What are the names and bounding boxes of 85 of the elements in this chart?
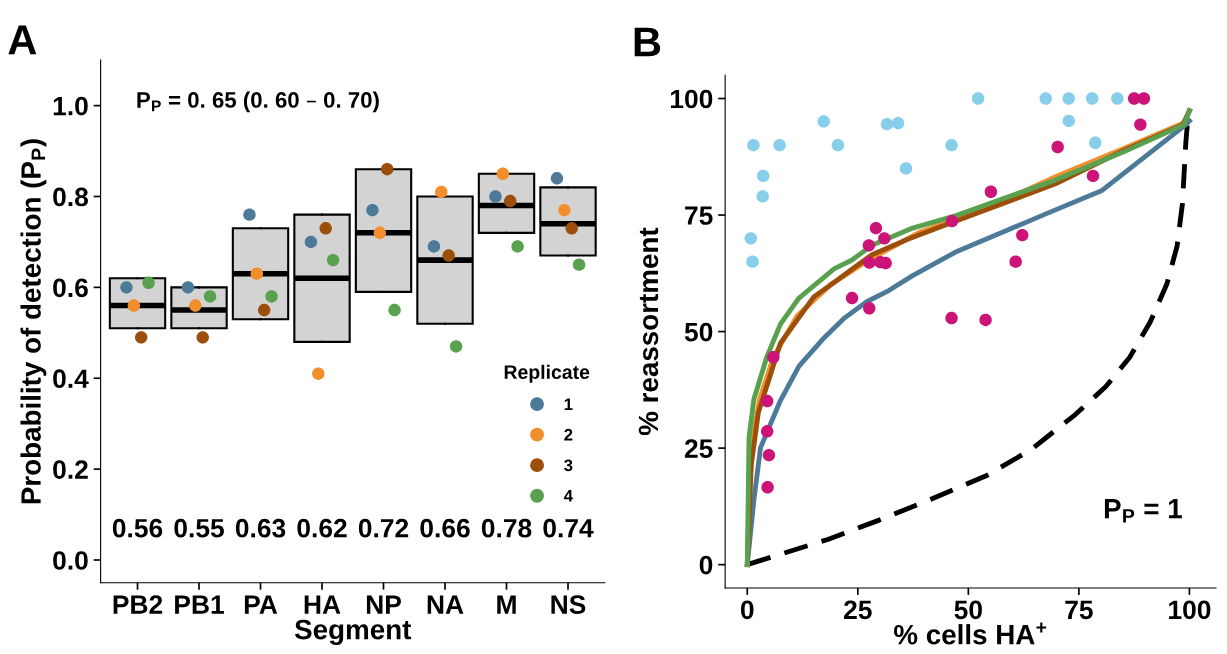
x-tick-label: HA <box>304 595 341 614</box>
point <box>979 313 992 327</box>
x-tick-label: PB1 <box>175 595 224 614</box>
legend-label: 2 <box>564 428 573 441</box>
point <box>773 138 786 152</box>
point <box>1086 169 1100 183</box>
point <box>862 239 876 252</box>
x-tick-label: PB2 <box>113 595 163 614</box>
point <box>863 256 876 269</box>
point <box>1016 228 1029 242</box>
point <box>1062 92 1075 105</box>
point <box>1085 92 1099 105</box>
point <box>744 232 758 245</box>
x-tick-label: PA <box>244 595 278 614</box>
y-tick-label: 25 <box>684 439 713 458</box>
point <box>945 138 958 152</box>
point <box>880 117 894 131</box>
legend-label: 1 <box>564 398 573 410</box>
x-tick-label: 75 <box>1065 600 1093 620</box>
x-tick-label: 50 <box>954 600 982 620</box>
point <box>845 291 859 305</box>
y-tick-label: 75 <box>685 206 713 225</box>
x-tick-label: 25 <box>844 600 872 620</box>
point <box>817 115 830 128</box>
point <box>1089 136 1102 150</box>
y-axis-title: % reassortment <box>638 227 659 436</box>
point <box>1137 92 1151 105</box>
point <box>756 169 770 183</box>
point <box>756 190 769 203</box>
annotation: 0.72 <box>358 518 409 538</box>
point <box>762 448 776 462</box>
point <box>971 92 985 105</box>
x-tick-label: NA <box>427 595 464 614</box>
y-tick-label: 50 <box>684 322 713 342</box>
y-tick-label: 0.2 <box>53 460 88 479</box>
y-tick-label: 100 <box>670 89 713 109</box>
x-axis-title: Segment <box>294 619 412 646</box>
legend-label: 3 <box>564 459 573 472</box>
point <box>945 214 959 228</box>
point <box>899 162 913 175</box>
point <box>747 138 760 152</box>
x-tick-label: NS <box>551 595 586 614</box>
point <box>891 117 905 130</box>
annotation: 0.56 <box>112 518 163 538</box>
point <box>1062 114 1075 128</box>
annotation: 0.62 <box>297 518 347 538</box>
text: A <box>8 25 37 55</box>
x-axis-title: % cells HA$^{+}$ <box>894 622 1047 645</box>
x-tick-label: 100 <box>1169 600 1211 620</box>
point <box>984 185 998 198</box>
x-tick-label: 0 <box>740 600 754 620</box>
annotation: P$_{P}$ = 1 <box>1104 499 1182 523</box>
annotation: 0.74 <box>543 518 594 538</box>
point <box>945 311 958 325</box>
point <box>1134 118 1147 131</box>
y-tick-label: 0.8 <box>53 187 88 207</box>
point <box>746 255 759 268</box>
y-tick-label: 1.0 <box>53 96 88 116</box>
annotation: 0.78 <box>481 518 532 538</box>
y-axis-title: Probability of detection (P$_{P}$) <box>20 139 47 504</box>
point <box>760 394 774 408</box>
point <box>831 138 845 152</box>
annotation: 0.55 <box>174 518 224 538</box>
point <box>878 232 891 245</box>
x-tick-label: M <box>497 595 516 614</box>
point <box>1039 92 1052 105</box>
annotation: P$_{P}$ = 0. 65 (0. 60 – 0. 70) <box>137 91 379 113</box>
annotation: 0.66 <box>420 518 470 538</box>
point <box>767 351 780 364</box>
point <box>863 302 876 315</box>
annotation: 0.63 <box>235 518 286 538</box>
point <box>1111 92 1124 105</box>
point <box>1009 255 1022 268</box>
point <box>761 481 774 494</box>
text: B <box>634 27 661 57</box>
y-tick-label: 0.6 <box>53 278 88 298</box>
y-tick-label: 0.0 <box>53 551 88 570</box>
legend-title: Replicate <box>504 364 590 383</box>
x-tick-label: NP <box>366 595 401 614</box>
point <box>760 425 774 438</box>
point <box>869 221 883 235</box>
legend-label: 4 <box>563 490 573 502</box>
y-tick-label: 0 <box>699 555 713 575</box>
point <box>1051 140 1064 154</box>
y-tick-label: 0.4 <box>53 369 89 389</box>
